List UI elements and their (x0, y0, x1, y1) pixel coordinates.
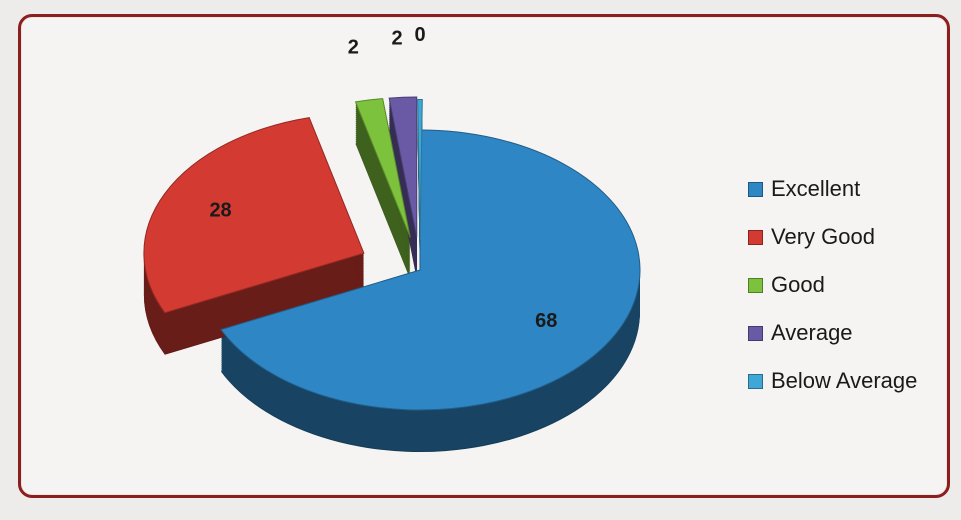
legend-item-average: Average (748, 309, 917, 357)
legend-swatch-average (748, 325, 763, 341)
pie-top-layer (143, 96, 641, 411)
legend-label-very-good: Very Good (771, 224, 875, 249)
legend-label-below-average: Below Average (771, 368, 918, 393)
pie-data-label-below-average: 0 (414, 24, 425, 46)
legend-swatch-below-average (748, 373, 763, 389)
legend-item-below-average: Below Average (748, 357, 917, 405)
pie-slice-wall-good (355, 139, 411, 279)
pie-data-label-very-good: 28 (209, 199, 231, 221)
legend-item-very-good: Very Good (748, 213, 917, 261)
legend-swatch-good (748, 277, 763, 293)
legend-swatch-very-good (748, 229, 763, 245)
pie-slice-very-good (143, 117, 365, 314)
pie-data-label-excellent: 68 (535, 310, 557, 332)
legend-item-good: Good (748, 261, 917, 309)
legend-item-excellent: Excellent (748, 165, 917, 213)
legend-label-excellent: Excellent (771, 176, 861, 201)
legend-label-average: Average (771, 320, 853, 345)
legend: Excellent Very Good Good Average Below A… (748, 165, 917, 405)
pie-slice-good (354, 98, 411, 238)
pie-data-label-average: 2 (392, 28, 403, 50)
pie-slice-below-average (417, 98, 423, 240)
pie-slice-excellent (220, 129, 641, 411)
legend-swatch-excellent (748, 181, 763, 197)
legend-label-good: Good (771, 272, 825, 297)
pie-slice-average (388, 96, 418, 238)
pie-data-label-good: 2 (348, 37, 359, 59)
